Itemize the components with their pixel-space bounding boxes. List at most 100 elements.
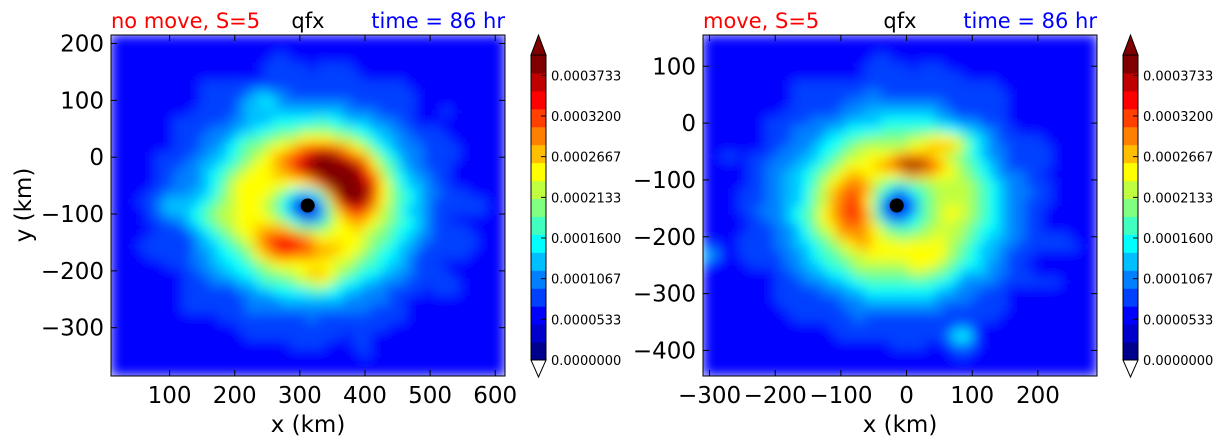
heatmap-cell	[720, 213, 731, 224]
heatmap-cell	[989, 187, 999, 198]
heatmap-cell	[379, 303, 390, 314]
heatmap-cell	[1069, 79, 1080, 90]
heatmap-cell	[1051, 61, 1062, 72]
heatmap-cell	[414, 187, 425, 198]
heatmap-cell	[316, 79, 327, 90]
heatmap-cell	[720, 187, 731, 198]
heatmap-cell	[191, 52, 202, 63]
heatmap-cell	[854, 267, 865, 278]
heatmap-cell	[477, 285, 488, 296]
heatmap-cell	[1069, 348, 1080, 359]
heatmap-cell	[289, 339, 300, 350]
heatmap-cell	[711, 303, 722, 314]
heatmap-cell	[316, 312, 327, 323]
heatmap-cell	[738, 79, 749, 90]
heatmap-cell	[182, 124, 193, 135]
heatmap-cell	[370, 339, 381, 350]
heatmap-cell	[173, 312, 184, 323]
heatmap-cell	[863, 312, 874, 323]
heatmap-cell	[209, 106, 219, 117]
heatmap-cell	[235, 321, 246, 332]
heatmap-cell	[397, 43, 407, 54]
heatmap-cell	[244, 357, 255, 368]
heatmap-cell	[765, 151, 776, 162]
heatmap-cell	[352, 124, 363, 135]
heatmap-cell	[271, 79, 282, 90]
heatmap-cell	[173, 222, 184, 233]
heatmap-cell	[432, 258, 443, 269]
heatmap-cell	[298, 357, 309, 368]
heatmap-cell	[1078, 151, 1089, 162]
heatmap-cell	[980, 52, 991, 63]
heatmap-cell	[271, 267, 282, 278]
heatmap-cell	[164, 70, 175, 81]
heatmap-cell	[801, 366, 811, 376]
heatmap-cell	[944, 97, 955, 108]
heatmap-cell	[738, 222, 749, 233]
heatmap-cell	[253, 35, 264, 45]
heatmap-cell	[370, 35, 381, 45]
heatmap-cell	[747, 339, 758, 350]
heatmap-cell	[971, 205, 982, 215]
heatmap-cell	[827, 205, 838, 215]
heatmap-cell	[217, 249, 228, 260]
heatmap-cell	[423, 312, 434, 323]
heatmap-cell	[352, 276, 363, 287]
heatmap-cell	[756, 258, 767, 269]
heatmap-cell	[881, 169, 892, 180]
heatmap-cell	[343, 196, 354, 206]
heatmap-cell	[711, 213, 722, 224]
heatmap-cell	[818, 312, 829, 323]
heatmap-cell	[1024, 213, 1035, 224]
heatmap-cell	[890, 35, 901, 45]
heatmap-cell	[756, 79, 767, 90]
heatmap-cell	[477, 205, 488, 215]
heatmap-cell	[209, 231, 219, 242]
heatmap-cell	[747, 97, 758, 108]
heatmap-cell	[703, 124, 713, 135]
heatmap-cell	[908, 43, 919, 54]
heatmap-cell	[343, 312, 354, 323]
heatmap-cell	[200, 178, 210, 189]
heatmap-cell	[423, 357, 434, 368]
heatmap-cell	[998, 249, 1008, 260]
heatmap-cell	[729, 294, 740, 305]
heatmap-cell	[917, 178, 928, 189]
heatmap-cell	[836, 133, 847, 144]
heatmap-cell	[164, 249, 175, 260]
heatmap-cell	[316, 303, 327, 314]
heatmap-cell	[325, 169, 336, 180]
heatmap-cell	[809, 70, 820, 81]
heatmap-cell	[989, 303, 999, 314]
heatmap-cell	[334, 70, 345, 81]
heatmap-cell	[298, 222, 309, 233]
heatmap-cell	[289, 366, 300, 376]
heatmap-cell	[756, 124, 767, 135]
heatmap-cell	[926, 366, 937, 376]
heatmap-cell	[334, 222, 345, 233]
heatmap-cell	[253, 115, 264, 126]
heatmap-cell	[262, 213, 273, 224]
heatmap-cell	[164, 88, 175, 99]
heatmap-cell	[307, 213, 318, 224]
heatmap-cell	[953, 339, 964, 350]
heatmap-cell	[1033, 258, 1044, 269]
heatmap-cell	[1060, 88, 1071, 99]
right-title-case: move, S=5	[703, 9, 819, 33]
heatmap-cell	[792, 70, 802, 81]
heatmap-cell	[423, 142, 434, 153]
heatmap-cell	[827, 61, 838, 72]
heatmap-cell	[854, 133, 865, 144]
heatmap-cell	[1033, 88, 1044, 99]
heatmap-cell	[495, 366, 505, 376]
heatmap-cell	[747, 151, 758, 162]
heatmap-cell	[280, 178, 291, 189]
heatmap-cell	[361, 151, 372, 162]
heatmap-cell	[244, 205, 255, 215]
heatmap-cell	[191, 70, 202, 81]
heatmap-cell	[953, 43, 964, 54]
x-tick-label: 600	[473, 383, 517, 409]
heatmap-cell	[1087, 339, 1097, 350]
heatmap-cell	[1033, 294, 1044, 305]
heatmap-cell	[747, 222, 758, 233]
